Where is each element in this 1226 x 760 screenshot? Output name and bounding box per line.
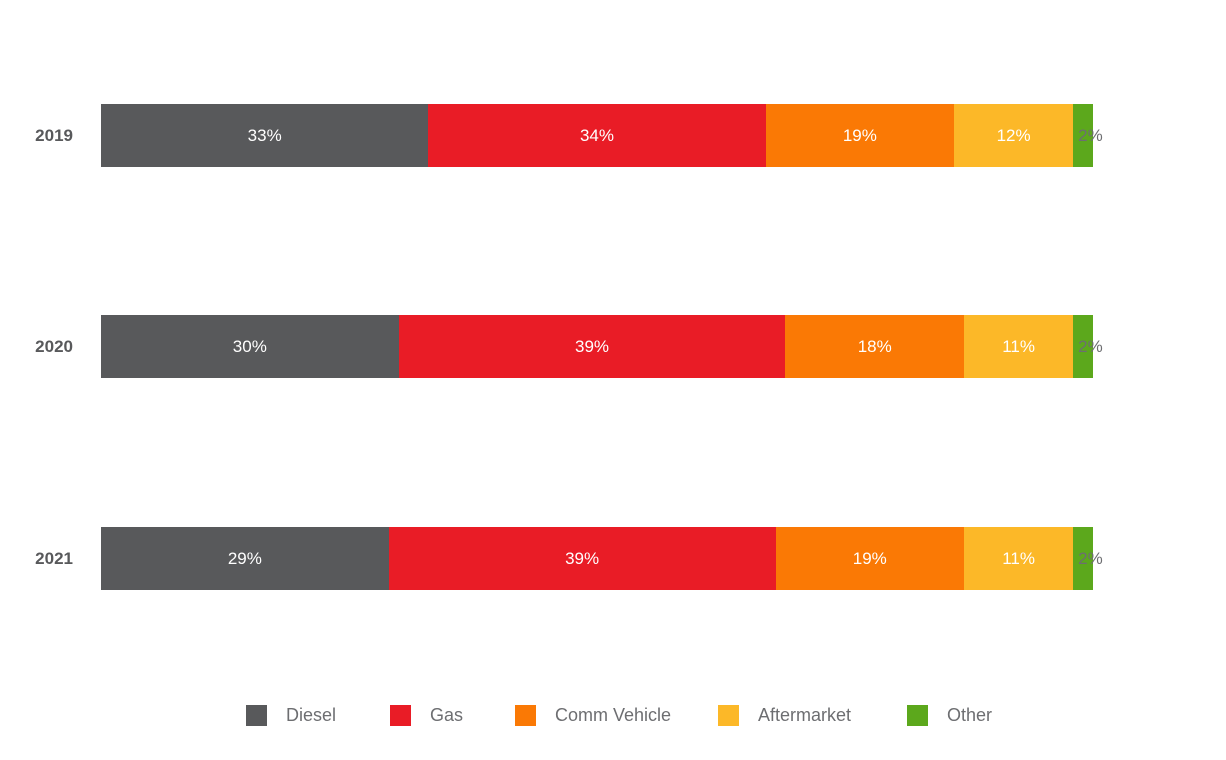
- category-label-2021: 2021: [35, 548, 73, 568]
- data-label-2019-gas: 34%: [579, 125, 614, 145]
- data-label-2019-other: 2%: [1078, 125, 1103, 145]
- data-label-2021-aftermarket: 11%: [1002, 548, 1035, 568]
- data-label-2021-other: 2%: [1078, 548, 1103, 568]
- legend-label-aftermarket: Aftermarket: [758, 705, 852, 725]
- legend-item-other: Other: [907, 705, 992, 726]
- data-label-2021-gas: 39%: [565, 548, 600, 568]
- data-label-2019-aftermarket: 12%: [996, 125, 1031, 145]
- legend-item-diesel: Diesel: [246, 705, 336, 726]
- segment-2021-diesel: 29%: [101, 527, 389, 590]
- segment-2020-comm-vehicle: 18%: [785, 315, 965, 378]
- segment-2019-other: 2%: [1073, 104, 1103, 167]
- stacked-bar-2019: 33% 34% 19% 12% 2%: [101, 104, 1103, 167]
- legend-item-aftermarket: Aftermarket: [718, 705, 851, 726]
- category-label-2020: 2020: [35, 336, 73, 356]
- legend-swatch-other: [907, 705, 928, 726]
- segment-2019-gas: 34%: [428, 104, 766, 167]
- segment-2021-aftermarket: 11%: [964, 527, 1074, 590]
- data-label-2019-comm-vehicle: 19%: [842, 125, 877, 145]
- bar-row-2019: 2019 33% 34% 19% 12% 2%: [0, 104, 1226, 167]
- data-label-2021-diesel: 29%: [227, 548, 262, 568]
- legend-swatch-gas: [390, 705, 411, 726]
- segment-2020-gas: 39%: [398, 315, 786, 378]
- legend-swatch-diesel: [246, 705, 267, 726]
- legend-swatch-aftermarket: [718, 705, 739, 726]
- bar-row-2021: 2021 29% 39% 19% 11% 2%: [0, 527, 1226, 590]
- data-label-2020-comm-vehicle: 18%: [857, 336, 892, 356]
- data-label-2020-gas: 39%: [575, 336, 610, 356]
- segment-2021-comm-vehicle: 19%: [775, 527, 965, 590]
- data-label-2019-diesel: 33%: [247, 125, 282, 145]
- segment-2019-diesel: 33%: [101, 104, 429, 167]
- category-label-2019: 2019: [35, 125, 73, 145]
- segment-2020-aftermarket: 11%: [964, 315, 1074, 378]
- data-label-2020-other: 2%: [1078, 336, 1103, 356]
- stacked-bar-2021: 29% 39% 19% 11% 2%: [101, 527, 1103, 590]
- legend-label-diesel: Diesel: [286, 705, 337, 725]
- legend-label-other: Other: [947, 705, 993, 725]
- segment-2021-other: 2%: [1073, 527, 1103, 590]
- legend-swatch-comm-vehicle: [515, 705, 536, 726]
- segment-2021-gas: 39%: [388, 527, 776, 590]
- segment-2020-other: 2%: [1073, 315, 1103, 378]
- legend-label-comm-vehicle: Comm Vehicle: [555, 705, 672, 725]
- segment-2020-diesel: 30%: [101, 315, 399, 378]
- data-label-2021-comm-vehicle: 19%: [852, 548, 887, 568]
- legend-item-gas: Gas: [390, 705, 463, 726]
- bar-row-2020: 2020 30% 39% 18% 11% 2%: [0, 315, 1226, 378]
- data-label-2020-diesel: 30%: [232, 336, 267, 356]
- segment-2019-comm-vehicle: 19%: [765, 104, 955, 167]
- data-label-2020-aftermarket: 11%: [1002, 336, 1035, 356]
- legend-item-comm-vehicle: Comm Vehicle: [515, 705, 671, 726]
- stacked-bar-2020: 30% 39% 18% 11% 2%: [101, 315, 1103, 378]
- legend-label-gas: Gas: [430, 705, 464, 725]
- segment-2019-aftermarket: 12%: [954, 104, 1074, 167]
